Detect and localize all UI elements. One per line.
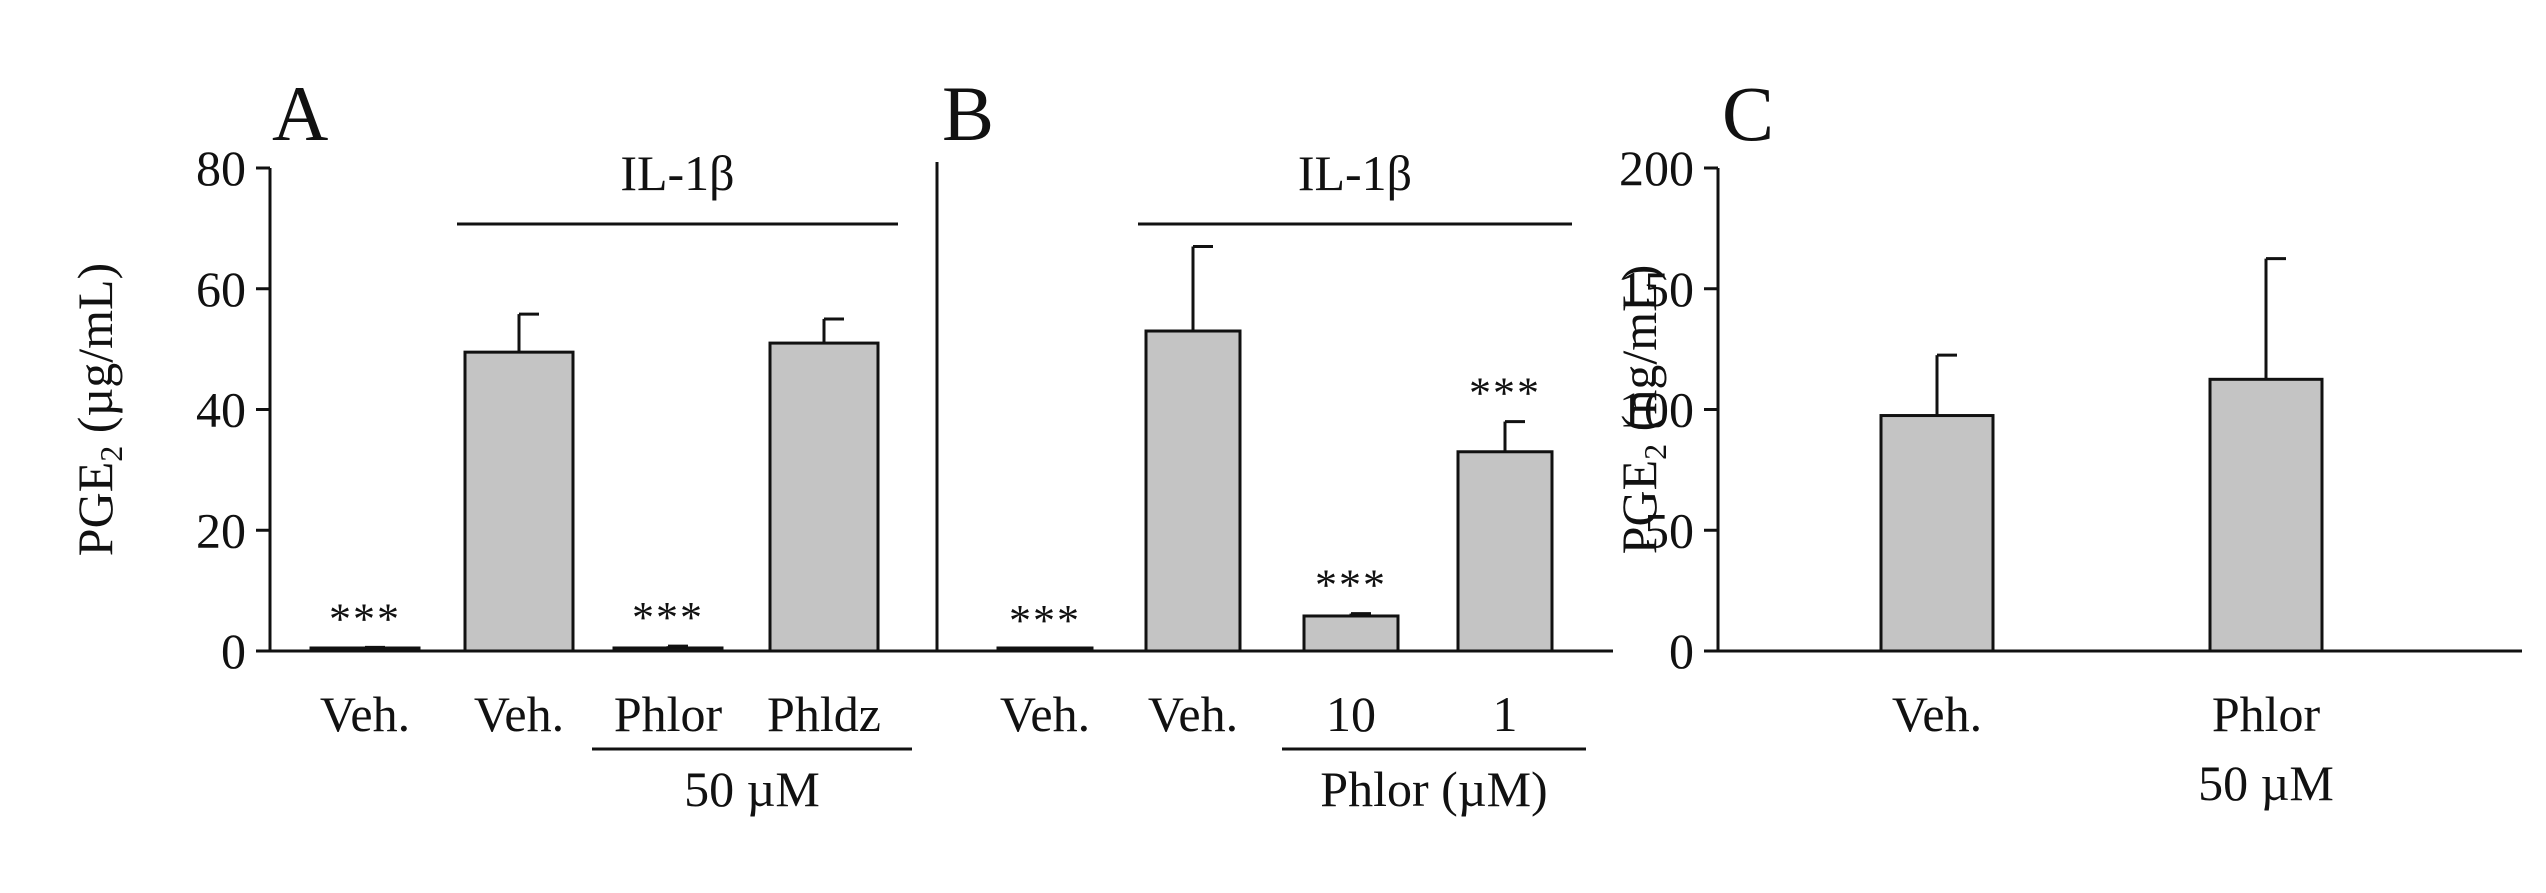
bar <box>1302 614 1400 653</box>
y-tick-label: 50 <box>1644 502 1694 558</box>
category-sublabel: 50 µM <box>2198 755 2334 811</box>
y-axis-label: PGE2 (ng/mL) <box>1611 265 1673 555</box>
y-tick-label: 60 <box>196 261 246 317</box>
bottom-bracket-label: 50 µM <box>684 761 820 817</box>
y-tick-label: 80 <box>196 140 246 196</box>
panel-letter: A <box>272 70 328 157</box>
bar <box>2208 377 2324 653</box>
top-bracket-label: IL-1β <box>1298 145 1412 201</box>
category-label: Phldz <box>767 686 881 742</box>
y-axis-label: PGE2 (µg/mL) <box>67 263 129 556</box>
y-axis-label-main: PGE <box>67 462 123 556</box>
category-label: 1 <box>1493 686 1518 742</box>
bar <box>463 350 575 653</box>
y-tick-label: 200 <box>1619 140 1694 196</box>
bar <box>612 646 724 653</box>
y-tick-label: 0 <box>221 623 246 679</box>
panel-a: A 0 20 40 60 80 PGE2 (µg/mL) *** Veh. Veh. *** Phlo… <box>67 70 937 817</box>
y-tick-label: 150 <box>1619 261 1694 317</box>
y-tick-label: 20 <box>196 502 246 558</box>
y-axis-label-unit: (ng/mL) <box>1611 265 1667 444</box>
y-axis-label-subscript: 2 <box>93 446 129 462</box>
y-tick-label: 100 <box>1619 382 1694 438</box>
y-axis-label-main: PGE <box>1611 460 1667 554</box>
category-label: Veh. <box>1000 686 1090 742</box>
category-label: Phlor <box>2212 686 2321 742</box>
bar <box>768 341 880 653</box>
panel-letter: C <box>1722 70 1774 157</box>
significance-marker: *** <box>1009 596 1081 645</box>
category-label: Veh. <box>474 686 564 742</box>
bottom-bracket-label: Phlor (µM) <box>1320 761 1547 817</box>
significance-marker: *** <box>1469 369 1541 418</box>
bar <box>1144 329 1242 653</box>
category-label: Phlor <box>614 686 723 742</box>
category-label: Veh. <box>1148 686 1238 742</box>
bar <box>1879 414 1995 653</box>
category-label: Veh. <box>320 686 410 742</box>
top-bracket-label: IL-1β <box>620 145 734 201</box>
panel-b: B *** Veh. Veh. *** 10 *** 1 IL-1β Phlor (µM) <box>935 70 1613 817</box>
y-tick-label: 40 <box>196 382 246 438</box>
y-tick-label: 0 <box>1669 623 1694 679</box>
significance-marker: *** <box>632 593 704 642</box>
significance-marker: *** <box>1315 561 1387 610</box>
bar <box>1456 450 1554 653</box>
panel-c: C 0 50 100 150 200 PGE2 (ng/mL) Veh. Phlor 50 µM <box>1611 70 2522 811</box>
y-axis-label-unit: (µg/mL) <box>67 263 123 446</box>
category-label: Veh. <box>1892 686 1982 742</box>
y-axis-label-subscript: 2 <box>1637 444 1673 460</box>
category-label: 10 <box>1326 686 1376 742</box>
significance-marker: *** <box>329 594 401 643</box>
panel-letter: B <box>942 70 994 157</box>
